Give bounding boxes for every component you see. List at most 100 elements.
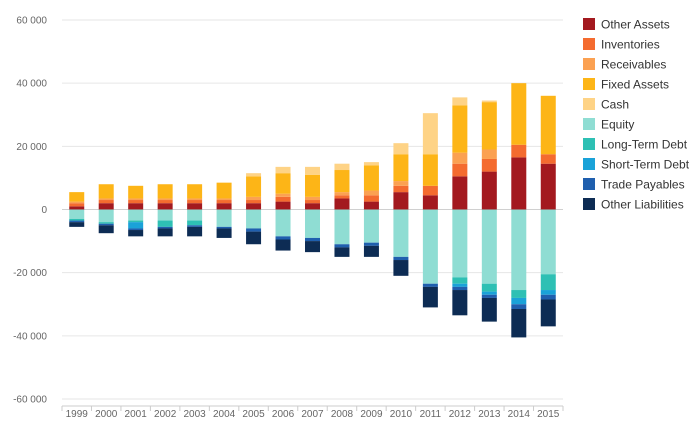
bar-segment <box>128 228 144 231</box>
bar-segment <box>187 209 203 221</box>
bar-segment <box>69 206 85 210</box>
bar-segment <box>452 290 468 316</box>
bar-segment <box>216 226 232 229</box>
legend-swatch <box>583 58 595 70</box>
legend-label: Trade Payables <box>601 178 685 192</box>
bar-segment <box>128 198 144 201</box>
bar-segment <box>452 209 468 278</box>
bar-segment <box>511 209 527 291</box>
bar-segment <box>334 170 350 193</box>
bar-segment <box>422 113 438 155</box>
bar-segment <box>540 299 556 327</box>
bar-segment <box>216 228 232 238</box>
bar-segment <box>334 244 350 248</box>
bar-segment <box>452 152 468 164</box>
bar-segment <box>511 297 527 305</box>
y-tick-label: -40 000 <box>13 331 47 342</box>
x-tick-label: 2007 <box>301 409 324 420</box>
bar-segment <box>540 290 556 295</box>
bar-segment <box>69 203 85 207</box>
bar-segment <box>128 185 144 199</box>
legend-label: Other Liabilities <box>601 198 684 212</box>
bar-segment <box>246 228 262 232</box>
bar-segment <box>187 225 203 227</box>
bar-segment <box>98 203 114 210</box>
bar-segment <box>69 192 85 202</box>
bar-segment <box>334 198 350 210</box>
bar-segment <box>187 200 203 204</box>
bar-segment <box>540 154 556 164</box>
bar-segment <box>363 165 379 191</box>
bar-segment <box>187 226 203 237</box>
y-axis-ticks: 60 000 40 000 20 000 0 -20 000 -40 000 -60 000 <box>13 16 47 406</box>
bar-segment <box>393 154 409 182</box>
bar-segment <box>216 209 232 227</box>
bar-segment <box>275 209 291 237</box>
bar-segment <box>511 157 527 210</box>
bar-segment <box>98 209 114 223</box>
bar-segment <box>511 308 527 338</box>
bar-segment <box>305 237 320 242</box>
bar-segment <box>540 163 556 210</box>
legend-swatch <box>583 118 595 130</box>
bar-segment <box>98 222 114 224</box>
bar-segment <box>540 95 556 155</box>
legend-label: Fixed Assets <box>601 78 669 92</box>
x-tick-label: 2000 <box>95 409 118 420</box>
bar-segment <box>216 182 232 199</box>
bar-segment <box>246 231 262 245</box>
bar-segment <box>69 201 85 204</box>
x-tick-label: 2011 <box>420 409 442 420</box>
bar-segment <box>363 242 379 246</box>
bar-segment <box>334 163 350 171</box>
bar-segment <box>393 143 409 155</box>
bar-segment <box>305 209 320 238</box>
y-tick-label: 20 000 <box>16 142 47 153</box>
bar-segment <box>69 222 85 227</box>
bar-segment <box>98 200 114 204</box>
bar-segment <box>511 290 527 298</box>
bar-segment <box>452 163 468 177</box>
bar-segment <box>393 185 409 193</box>
bar-segment <box>187 220 203 226</box>
legend-swatch <box>583 158 595 170</box>
bar-segment <box>481 291 497 295</box>
bar-segment <box>452 286 468 291</box>
bar-segment <box>393 192 409 210</box>
bar-segment <box>305 196 320 201</box>
bar-segment <box>363 195 379 202</box>
bar-segment <box>157 226 173 229</box>
bar-segment <box>511 304 527 309</box>
bar-segment <box>452 176 468 210</box>
x-tick-label: 2004 <box>213 409 236 420</box>
bar-segment <box>393 209 409 257</box>
bar-segment <box>187 198 203 201</box>
bar-segment <box>187 203 203 210</box>
bar-segment <box>422 283 438 287</box>
bar-segment <box>363 190 379 196</box>
x-tick-label: 2015 <box>537 409 560 420</box>
bar-segment <box>334 209 350 245</box>
bar-segment <box>422 209 438 284</box>
bar-segment <box>481 100 497 103</box>
bar-segment <box>511 144 527 158</box>
bar-segment <box>216 198 232 201</box>
x-tick-label: 1999 <box>66 409 89 420</box>
bar-segment <box>216 200 232 204</box>
bar-segment <box>305 241 320 253</box>
x-tick-label: 2002 <box>154 409 177 420</box>
gridlines <box>62 19 563 400</box>
bar-segment <box>452 105 468 153</box>
bar-segment <box>481 149 497 159</box>
legend-swatch <box>583 38 595 50</box>
bar-segment <box>481 158 497 172</box>
bar-segment <box>157 203 173 210</box>
bar-segment <box>128 209 144 221</box>
legend-swatch <box>583 138 595 150</box>
x-tick-label: 2009 <box>360 409 383 420</box>
bar-segment <box>540 209 556 275</box>
legend-swatch <box>583 178 595 190</box>
x-tick-label: 2006 <box>272 409 295 420</box>
bar-segment <box>393 181 409 186</box>
legend-label: Short-Term Debt <box>601 158 690 172</box>
